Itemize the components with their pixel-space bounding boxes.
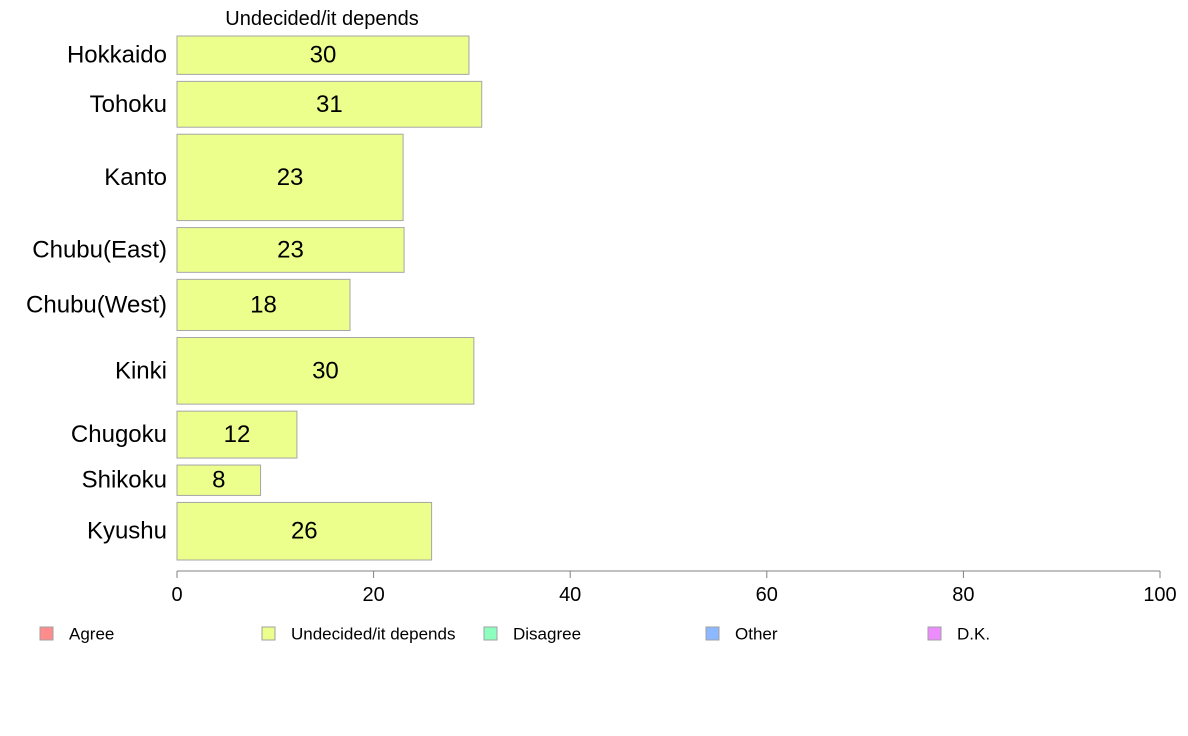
bar-value-label: 18 xyxy=(250,291,277,318)
legend-swatch xyxy=(705,626,720,641)
bar xyxy=(176,227,405,273)
bar xyxy=(176,80,483,128)
bar xyxy=(176,501,433,561)
legend-swatch xyxy=(39,626,54,641)
bar xyxy=(176,278,351,332)
legend-swatch xyxy=(261,626,276,641)
category-label: Shikoku xyxy=(82,467,167,494)
x-tick-label: 60 xyxy=(756,584,778,606)
category-label: Kyushu xyxy=(87,518,167,545)
x-tick-label: 0 xyxy=(171,584,182,606)
category-label: Chugoku xyxy=(71,421,167,448)
bar xyxy=(176,410,298,459)
bar-value-label: 8 xyxy=(212,467,225,494)
legend-label: Undecided/it depends xyxy=(291,625,455,644)
bar-value-label: 26 xyxy=(291,518,318,545)
bar xyxy=(176,133,404,222)
bar-value-label: 30 xyxy=(312,357,339,384)
bar-value-label: 23 xyxy=(277,164,304,191)
category-label: Chubu(West) xyxy=(26,291,167,318)
legend-label: D.K. xyxy=(957,625,990,644)
legend-label: Agree xyxy=(69,625,114,644)
legend: Agree Undecided/it depends Disagree Other D.… xyxy=(39,625,990,644)
legend-swatch xyxy=(927,626,942,641)
x-axis: 0 20 40 60 80 100 xyxy=(171,570,1177,606)
bar-value-label: 31 xyxy=(316,91,343,118)
category-label: Kanto xyxy=(104,164,167,191)
bar xyxy=(176,337,475,405)
category-label: Tohoku xyxy=(90,91,167,118)
bar xyxy=(176,35,470,75)
chart-title: Undecided/it depends xyxy=(225,8,418,30)
x-tick-label: 40 xyxy=(559,584,581,606)
x-tick-label: 80 xyxy=(952,584,974,606)
bar xyxy=(176,464,262,496)
legend-label: Disagree xyxy=(513,625,581,644)
category-label: Kinki xyxy=(115,357,167,384)
category-label: Hokkaido xyxy=(67,42,167,69)
bar-value-label: 23 xyxy=(277,236,304,263)
legend-label: Other xyxy=(735,625,778,644)
category-label: Chubu(East) xyxy=(32,236,167,263)
bar-value-label: 12 xyxy=(224,421,251,448)
bar-value-label: 30 xyxy=(310,42,337,69)
bars-group: 30 Hokkaido 31 Tohoku 23 Kanto 23 Chubu(East) 18… xyxy=(26,35,483,561)
x-tick-label: 100 xyxy=(1143,584,1176,606)
legend-swatch xyxy=(483,626,498,641)
x-tick-label: 20 xyxy=(362,584,384,606)
